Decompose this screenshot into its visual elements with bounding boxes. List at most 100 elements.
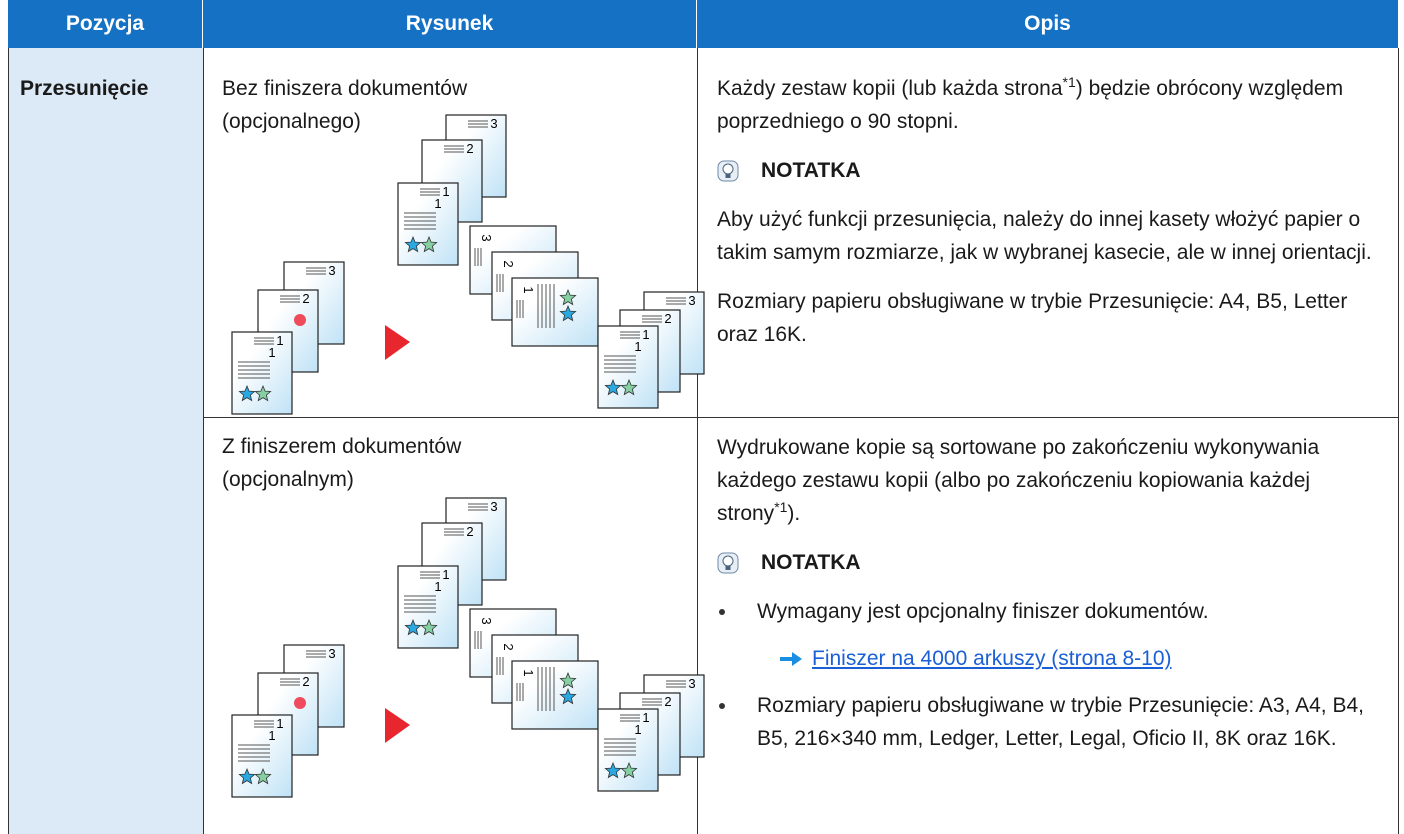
header-cell: Opis <box>697 0 1398 48</box>
text: Wymagany jest opcjonalny finiszer dokume… <box>757 600 1209 623</box>
sheet: 1 <box>511 660 599 730</box>
sheet-body <box>597 325 659 409</box>
border <box>1398 48 1399 834</box>
arrow <box>385 325 410 360</box>
sheet-number: 2 <box>664 311 671 326</box>
star <box>620 378 638 396</box>
sheet-number: 1 <box>434 579 441 594</box>
star <box>420 618 438 636</box>
sheet: 2 <box>421 139 483 223</box>
description: Każdy zestaw kopii (lub każda strona*1) … <box>717 72 1392 367</box>
caption-line: (opcjonalnym) <box>222 468 354 491</box>
star <box>404 235 422 253</box>
sheet: 1 <box>511 277 599 347</box>
sheet-number: 1 <box>268 728 275 743</box>
sheet-body <box>283 261 345 345</box>
sheet-body <box>231 714 293 798</box>
sheet-number: 3 <box>479 234 494 241</box>
sheet: 3 <box>643 674 705 758</box>
star <box>604 761 622 779</box>
sheet-number: 1 <box>634 339 641 354</box>
sheet-number: 3 <box>328 646 335 661</box>
sheet-number: 1 <box>642 327 649 342</box>
sheet: 3 <box>283 644 345 728</box>
sheet-number: 3 <box>328 263 335 278</box>
sheet: 3 <box>643 291 705 375</box>
sheet: 2 <box>619 309 681 393</box>
caption-line: (opcjonalnego) <box>222 110 361 133</box>
sheet-number: 2 <box>302 674 309 689</box>
sheet-body <box>619 692 681 776</box>
star <box>238 767 256 785</box>
sheet-body <box>491 634 579 704</box>
sheet: 2 <box>257 672 319 756</box>
caption-line: Z finiszerem dokumentów <box>222 435 462 458</box>
sheet: 3 <box>445 497 507 581</box>
note-icon <box>717 552 739 573</box>
star <box>254 767 272 785</box>
sheet-number: 2 <box>302 291 309 306</box>
footnote-ref: *1 <box>1062 74 1076 90</box>
sheet-body <box>597 708 659 792</box>
sheet-number: 2 <box>501 260 516 267</box>
paragraph: Rozmiary papieru obsługiwane w trybie Pr… <box>717 290 1348 346</box>
border <box>203 48 204 834</box>
link[interactable]: Finiszer na 4000 arkuszy (strona 8-10) <box>812 647 1172 670</box>
sheet: 3 <box>283 261 345 345</box>
sheet-number: 1 <box>276 333 283 348</box>
header-cell: Pozycja <box>8 0 203 48</box>
sheet: 2 <box>619 692 681 776</box>
sheet: 3 <box>469 225 557 295</box>
star <box>559 671 577 689</box>
sheet-number: 2 <box>466 141 473 156</box>
description: Wydrukowane kopie są sortowane po zakońc… <box>717 431 1392 769</box>
sheet-number: 1 <box>442 567 449 582</box>
star <box>559 288 577 306</box>
sheet-number: 3 <box>479 617 494 624</box>
sheet: 3 <box>469 608 557 678</box>
star <box>420 235 438 253</box>
figure-caption: Bez finiszera dokumentów (opcjonalnego) <box>222 72 692 138</box>
text: ) będzie obrócony względem poprzedniego … <box>717 77 1344 133</box>
bullet-item: Rozmiary papieru obsługiwane w trybie Pr… <box>717 689 1392 755</box>
sheet-body <box>469 225 557 295</box>
note-title: NOTATKA <box>761 159 861 182</box>
star <box>238 384 256 402</box>
sheet-body <box>619 309 681 393</box>
bullet <box>719 703 725 709</box>
star <box>559 687 577 705</box>
sheet-body <box>491 251 579 321</box>
sheet-body <box>257 289 319 373</box>
sheet-body <box>257 672 319 756</box>
sheet: 2 <box>257 289 319 373</box>
sheet-number: 2 <box>466 524 473 539</box>
sheet-body <box>283 644 345 728</box>
header-cell: Rysunek <box>203 0 697 48</box>
star <box>620 761 638 779</box>
paragraph: Każdy zestaw kopii (lub każda strona*1) … <box>717 72 1392 138</box>
sheet-number: 3 <box>688 676 695 691</box>
star <box>404 618 422 636</box>
text: Wydrukowane kopie są sortowane po zakońc… <box>717 436 1320 525</box>
link-arrow <box>780 651 802 666</box>
sheet: 11 <box>597 325 659 409</box>
border <box>203 417 1399 418</box>
note-heading: NOTATKA <box>717 546 1392 579</box>
sheet: 11 <box>231 331 293 415</box>
link-row: Finiszer na 4000 arkuszy (strona 8-10) <box>717 642 1392 675</box>
sheet-body <box>421 522 483 606</box>
note-heading: NOTATKA <box>717 154 1392 187</box>
sheet-body <box>445 497 507 581</box>
paragraph: Aby użyć funkcji przesunięcia, należy do… <box>717 208 1372 264</box>
sheet-body <box>511 660 599 730</box>
sheet: 2 <box>421 522 483 606</box>
sheet-number: 1 <box>434 196 441 211</box>
sheet-number: 1 <box>521 286 536 293</box>
sheet-number: 1 <box>642 710 649 725</box>
sheet: 11 <box>597 708 659 792</box>
sheet: 2 <box>491 634 579 704</box>
sheet: 11 <box>397 182 459 266</box>
sheet-number: 1 <box>276 716 283 731</box>
caption-line: Bez finiszera dokumentów <box>222 77 468 100</box>
